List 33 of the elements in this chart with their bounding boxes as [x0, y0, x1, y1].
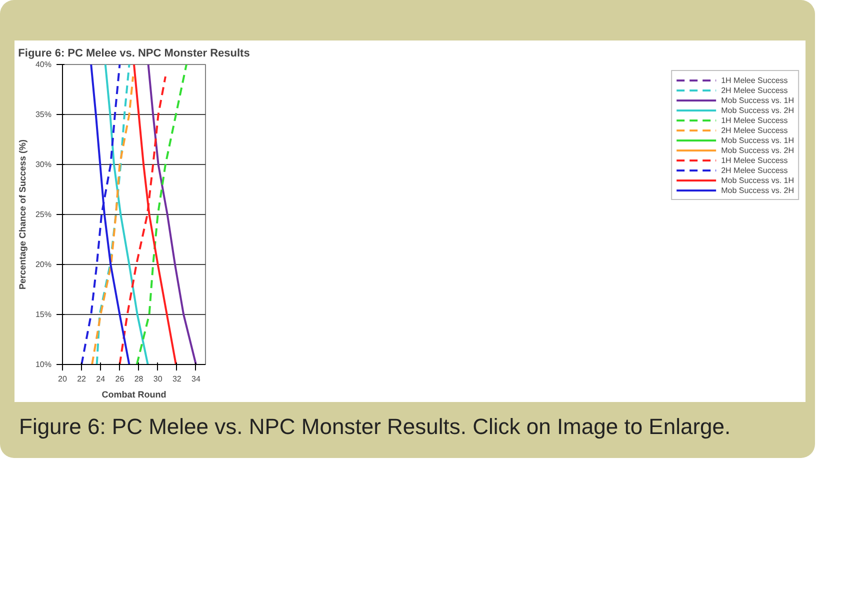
y-tick-label: 15% — [35, 310, 52, 319]
chart-title: Figure 6: PC Melee vs. NPC Monster Results — [18, 48, 250, 60]
x-tick-label: 26 — [115, 374, 125, 384]
x-tick-label: 24 — [96, 374, 106, 384]
x-tick-label: 32 — [172, 374, 182, 384]
legend-label: Mob Success vs. 1H — [721, 135, 794, 145]
x-tick-label: 28 — [134, 374, 144, 384]
legend-label: 2H Melee Success — [721, 85, 788, 95]
legend-label: Mob Success vs. 1H — [721, 175, 794, 185]
legend-label: Mob Success vs. 1H — [721, 95, 794, 105]
caption: Figure 6: PC Melee vs. NPC Monster Results. Click on Image to Enlarge. — [19, 413, 731, 441]
legend-label: 1H Melee Success — [721, 115, 788, 125]
y-tick-label: 20% — [35, 260, 52, 269]
y-tick-label: 30% — [35, 160, 52, 169]
legend-label: 1H Melee Success — [721, 155, 788, 165]
x-tick-label: 22 — [77, 374, 87, 384]
y-axis-title: Percentage Chance of Success (%) — [17, 139, 28, 290]
y-tick-label: 25% — [35, 210, 52, 219]
legend-label: 2H Melee Success — [721, 165, 788, 175]
legend-label: 1H Melee Success — [721, 75, 788, 85]
legend-label: Mob Success vs. 2H — [721, 185, 794, 195]
legend-label: Mob Success vs. 2H — [721, 145, 794, 155]
y-tick-label: 40% — [35, 60, 52, 69]
y-tick-label: 35% — [35, 110, 52, 119]
y-tick-label: 10% — [35, 360, 52, 369]
legend-label: Mob Success vs. 2H — [721, 105, 794, 115]
line-series — [136, 64, 188, 364]
line-series — [147, 64, 197, 364]
x-tick-label: 20 — [58, 374, 68, 384]
x-tick-label: 34 — [192, 374, 201, 384]
x-axis-title: Combat Round — [102, 390, 166, 400]
x-tick-label: 30 — [153, 374, 163, 384]
legend-label: 2H Melee Success — [721, 125, 788, 135]
